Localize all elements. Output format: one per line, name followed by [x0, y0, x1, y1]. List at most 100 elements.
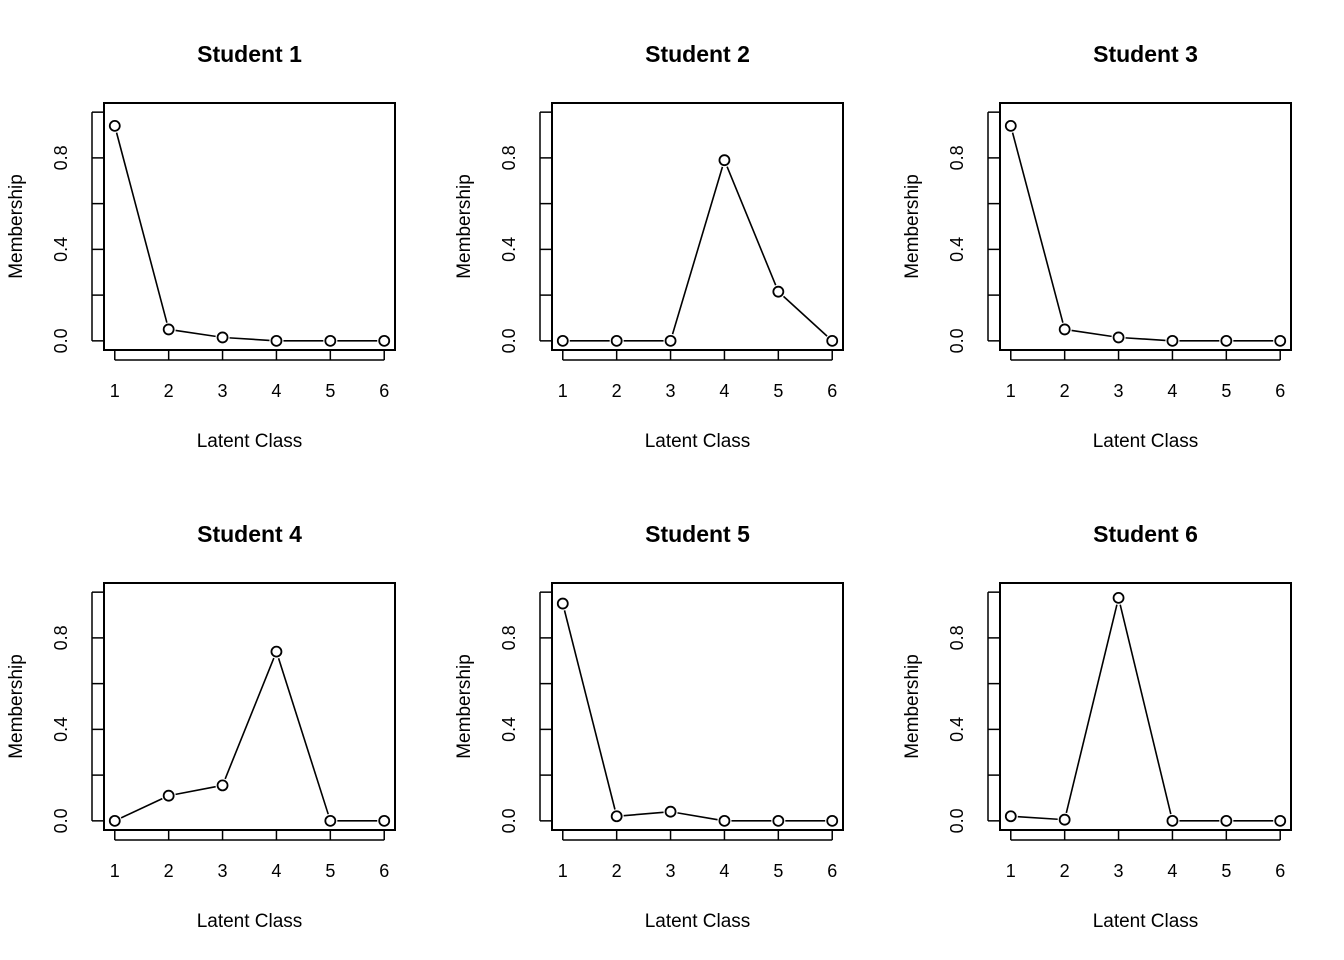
plot-frame: [551, 102, 844, 351]
data-point: [378, 334, 391, 347]
x-tick-label: 2: [1060, 861, 1070, 881]
x-tick-label: 2: [612, 381, 622, 401]
chart-title: Student 1: [197, 41, 302, 67]
x-axis-label: Latent Class: [1093, 431, 1199, 452]
x-tick-label: 1: [558, 381, 568, 401]
data-point: [216, 779, 229, 792]
series-segment: [726, 166, 777, 286]
y-tick-label: 0.4: [499, 717, 519, 742]
x-tick-label: 1: [1006, 381, 1016, 401]
data-point: [378, 814, 391, 827]
data-series: [1004, 591, 1287, 827]
x-tick-label: 1: [110, 861, 120, 881]
data-point: [772, 814, 785, 827]
data-point: [162, 323, 175, 336]
y-axis: 0.0 0.4 0.8 Membership: [902, 591, 1000, 833]
x-axis: 1 2 3 4 5 6 Latent Class: [1006, 350, 1285, 452]
data-series: [556, 597, 839, 827]
series-segment: [782, 295, 828, 337]
series-segment: [671, 166, 724, 335]
chart-title: Student 5: [645, 521, 750, 547]
series-segment: [115, 132, 168, 323]
y-tick-label: 0.4: [947, 237, 967, 262]
series-segment: [120, 797, 163, 819]
chart-title: Student 2: [645, 41, 750, 67]
x-tick-label: 2: [164, 381, 174, 401]
series-segment: [1065, 604, 1118, 814]
x-tick-label: 5: [773, 381, 783, 401]
x-axis: 1 2 3 4 5 6 Latent Class: [1006, 830, 1285, 932]
data-point: [108, 814, 121, 827]
x-tick-label: 6: [1275, 381, 1285, 401]
panel-3: Student 3 1 2 3 4 5 6 Latent Class 0.0 0.4 0.8 Memb…: [902, 41, 1292, 452]
plot-frame: [999, 102, 1292, 351]
y-tick-label: 0.4: [499, 237, 519, 262]
x-tick-label: 4: [1167, 861, 1177, 881]
y-tick-label: 0.0: [51, 808, 71, 833]
y-tick-label: 0.8: [947, 145, 967, 170]
data-point: [1274, 814, 1287, 827]
data-point: [610, 334, 623, 347]
x-tick-label: 3: [1114, 381, 1124, 401]
y-tick-label: 0.8: [947, 625, 967, 650]
y-tick-label: 0.0: [947, 328, 967, 353]
series-segment: [1017, 815, 1058, 821]
y-tick-label: 0.4: [51, 717, 71, 742]
data-point: [1112, 591, 1125, 604]
data-point: [556, 597, 569, 610]
y-axis-label: Membership: [6, 654, 27, 759]
x-tick-label: 4: [1167, 381, 1177, 401]
series-segment: [1125, 337, 1166, 342]
x-axis: 1 2 3 4 5 6 Latent Class: [110, 830, 389, 932]
plot-frame: [999, 582, 1292, 831]
panel-6: Student 6 1 2 3 4 5 6 Latent Class 0.0 0.4 0.8 Memb…: [902, 521, 1292, 932]
data-point: [216, 331, 229, 344]
x-tick-label: 1: [110, 381, 120, 401]
data-point: [324, 814, 337, 827]
y-axis-label: Membership: [454, 654, 475, 759]
data-point: [1004, 810, 1017, 823]
data-point: [1112, 331, 1125, 344]
y-tick-label: 0.0: [51, 328, 71, 353]
y-tick-label: 0.0: [499, 808, 519, 833]
y-axis: 0.0 0.4 0.8 Membership: [6, 591, 104, 833]
x-tick-label: 6: [1275, 861, 1285, 881]
x-tick-label: 5: [1221, 861, 1231, 881]
x-axis: 1 2 3 4 5 6 Latent Class: [558, 350, 837, 452]
data-point: [610, 810, 623, 823]
data-series: [108, 119, 391, 347]
data-point: [270, 645, 283, 658]
chart-title: Student 6: [1093, 521, 1198, 547]
data-point: [1166, 334, 1179, 347]
data-series: [1004, 119, 1287, 347]
y-tick-label: 0.0: [499, 328, 519, 353]
y-tick-label: 0.8: [499, 625, 519, 650]
plot-frame: [103, 102, 396, 351]
x-tick-label: 3: [1114, 861, 1124, 881]
plot-frame: [551, 582, 844, 831]
x-tick-label: 1: [1006, 861, 1016, 881]
x-tick-label: 6: [827, 861, 837, 881]
series-segment: [224, 657, 275, 780]
chart-title: Student 3: [1093, 41, 1198, 67]
x-tick-label: 3: [218, 381, 228, 401]
series-segment: [623, 811, 664, 817]
plot-frame: [103, 582, 396, 831]
y-axis-label: Membership: [6, 174, 27, 279]
x-axis: 1 2 3 4 5 6 Latent Class: [110, 350, 389, 452]
x-axis-label: Latent Class: [645, 431, 751, 452]
x-tick-label: 6: [379, 861, 389, 881]
data-series: [108, 645, 391, 827]
data-point: [826, 334, 839, 347]
x-tick-label: 5: [325, 861, 335, 881]
x-tick-label: 5: [773, 861, 783, 881]
x-tick-label: 2: [1060, 381, 1070, 401]
x-tick-label: 4: [719, 381, 729, 401]
y-tick-label: 0.0: [947, 808, 967, 833]
data-point: [1220, 334, 1233, 347]
y-axis: 0.0 0.4 0.8 Membership: [454, 591, 552, 833]
series-segment: [175, 785, 216, 796]
panel-1: Student 1 1 2 3 4 5 6 Latent Class 0.0 0.4 0.8 Memb…: [6, 41, 396, 452]
series-segment: [1071, 329, 1112, 338]
data-point: [664, 334, 677, 347]
